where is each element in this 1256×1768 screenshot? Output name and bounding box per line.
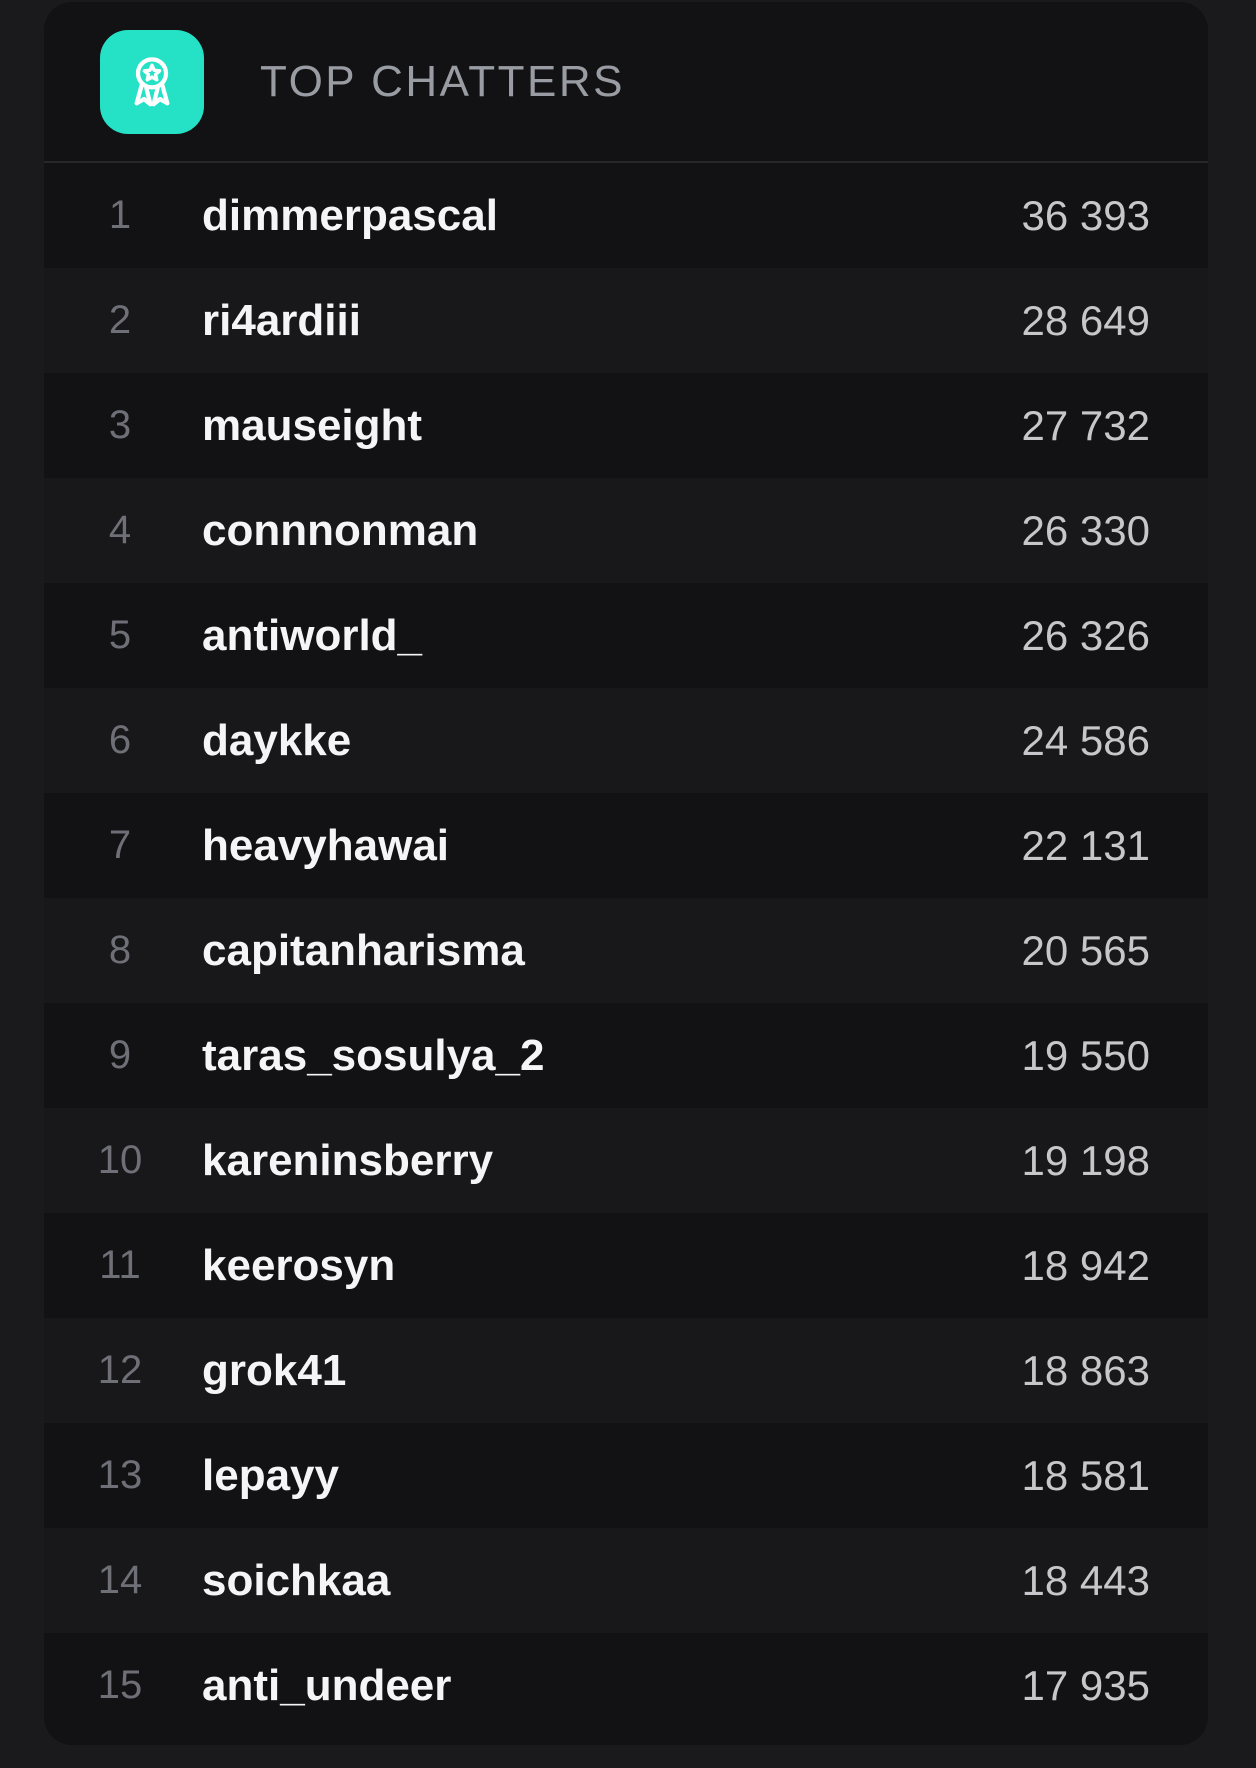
medal-icon: [134, 56, 170, 106]
row-username: grok41: [202, 1345, 347, 1395]
row-message-count: 19 198: [1021, 1136, 1150, 1184]
row-message-count: 26 326: [1021, 611, 1150, 659]
leaderboard-row: 8 capitanharisma 20 565: [44, 898, 1208, 1003]
row-rank: 10: [97, 1138, 143, 1182]
row-username: daykke: [202, 715, 352, 765]
leaderboard-row: 10 kareninsberry 19 198: [44, 1108, 1208, 1213]
row-username: mauseight: [202, 400, 423, 450]
leaderboard-row: 13 lepayy 18 581: [44, 1423, 1208, 1528]
leaderboard-row: 7 heavyhawai 22 131: [44, 793, 1208, 898]
top-chatters-card: TOP CHATTERS 1 dimmerpascal 36 393 2 ri4ardi…: [44, 2, 1208, 1745]
row-username: taras_sosulya_2: [202, 1030, 545, 1080]
row-message-count: 20 565: [1021, 926, 1150, 974]
row-message-count: 36 393: [1021, 191, 1150, 239]
row-rank: 3: [108, 403, 132, 447]
row-username: anti_undeer: [202, 1660, 452, 1710]
row-rank: 7: [108, 823, 132, 867]
row-username: dimmerpascal: [202, 190, 498, 240]
leaderboard-row: 11 keerosyn 18 942: [44, 1213, 1208, 1318]
medal-badge: [100, 29, 204, 134]
row-message-count: 24 586: [1021, 716, 1150, 764]
row-rank: 4: [108, 508, 132, 552]
row-message-count: 18 443: [1021, 1556, 1150, 1604]
row-rank: 13: [97, 1453, 143, 1497]
leaderboard: 1 dimmerpascal 36 393 2 ri4ardiii 28 649 3 maus…: [44, 163, 1208, 1738]
row-rank: 15: [97, 1663, 143, 1707]
card-header: TOP CHATTERS: [44, 2, 1208, 163]
row-username: antiworld_: [202, 610, 423, 660]
leaderboard-row: 6 daykke 24 586: [44, 688, 1208, 793]
leaderboard-row: 12 grok41 18 863: [44, 1318, 1208, 1423]
leaderboard-row: 15 anti_undeer 17 935: [44, 1633, 1208, 1738]
row-message-count: 19 550: [1021, 1031, 1150, 1079]
row-username: heavyhawai: [202, 820, 450, 870]
row-username: keerosyn: [202, 1240, 396, 1290]
row-username: ri4ardiii: [202, 295, 361, 345]
row-rank: 6: [108, 718, 132, 762]
row-message-count: 18 863: [1021, 1346, 1150, 1394]
leaderboard-row: 2 ri4ardiii 28 649: [44, 268, 1208, 373]
leaderboard-row: 9 taras_sosulya_2 19 550: [44, 1003, 1208, 1108]
leaderboard-row: 5 antiworld_ 26 326: [44, 583, 1208, 688]
row-rank: 5: [108, 613, 132, 657]
panel-title: TOP CHATTERS: [260, 56, 625, 106]
leaderboard-row: 14 soichkaa 18 443: [44, 1528, 1208, 1633]
row-username: lepayy: [202, 1450, 339, 1500]
row-rank: 2: [108, 298, 132, 342]
row-username: connnonman: [202, 505, 479, 555]
row-message-count: 17 935: [1021, 1661, 1150, 1709]
row-message-count: 26 330: [1021, 506, 1150, 554]
row-rank: 11: [99, 1243, 141, 1287]
leaderboard-row: 1 dimmerpascal 36 393: [44, 163, 1208, 268]
row-message-count: 27 732: [1021, 401, 1150, 449]
row-rank: 14: [97, 1558, 143, 1602]
row-rank: 1: [108, 193, 132, 237]
leaderboard-row: 4 connnonman 26 330: [44, 478, 1208, 583]
row-message-count: 22 131: [1021, 821, 1150, 869]
row-rank: 12: [97, 1348, 143, 1392]
row-message-count: 18 581: [1021, 1451, 1150, 1499]
row-username: capitanharisma: [202, 925, 525, 975]
row-rank: 9: [108, 1033, 132, 1077]
row-rank: 8: [108, 928, 132, 972]
row-message-count: 18 942: [1021, 1241, 1150, 1289]
leaderboard-row: 3 mauseight 27 732: [44, 373, 1208, 478]
row-username: kareninsberry: [202, 1135, 494, 1185]
row-username: soichkaa: [202, 1555, 391, 1605]
row-message-count: 28 649: [1021, 296, 1150, 344]
